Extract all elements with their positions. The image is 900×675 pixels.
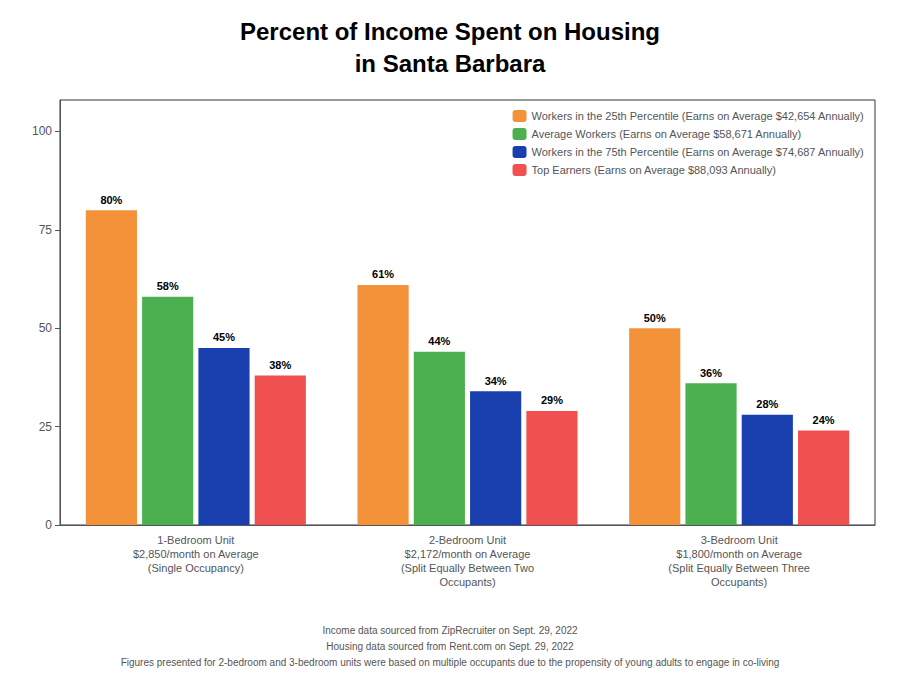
- svg-text:1-Bedroom Unit: 1-Bedroom Unit: [157, 534, 234, 546]
- svg-text:38%: 38%: [269, 359, 291, 371]
- svg-text:61%: 61%: [372, 268, 394, 280]
- svg-text:3-Bedroom Unit: 3-Bedroom Unit: [701, 534, 778, 546]
- svg-text:$2,172/month on Average: $2,172/month on Average: [405, 548, 531, 560]
- svg-text:80%: 80%: [100, 194, 122, 206]
- svg-text:Figures presented for 2-bedroo: Figures presented for 2-bedroom and 3-be…: [121, 657, 780, 668]
- svg-text:(Split Equally Between Three: (Split Equally Between Three: [668, 562, 810, 574]
- svg-text:$2,850/month on Average: $2,850/month on Average: [133, 548, 259, 560]
- svg-text:0: 0: [45, 518, 52, 532]
- svg-text:Top Earners (Earns on Average: Top Earners (Earns on Average $88,093 An…: [532, 164, 776, 176]
- svg-text:Workers in the 25th Percentile: Workers in the 25th Percentile (Earns on…: [532, 110, 864, 122]
- svg-text:100: 100: [32, 124, 52, 138]
- svg-text:(Single Occupancy): (Single Occupancy): [148, 562, 244, 574]
- svg-text:50%: 50%: [644, 312, 666, 324]
- svg-text:Occupants): Occupants): [711, 576, 767, 588]
- svg-text:75: 75: [39, 223, 53, 237]
- svg-text:(Split Equally Between Two: (Split Equally Between Two: [401, 562, 534, 574]
- svg-text:in Santa Barbara: in Santa Barbara: [355, 50, 546, 77]
- svg-text:$1,800/month on Average: $1,800/month on Average: [676, 548, 802, 560]
- svg-text:29%: 29%: [541, 394, 563, 406]
- svg-text:58%: 58%: [157, 280, 179, 292]
- svg-text:2-Bedroom Unit: 2-Bedroom Unit: [429, 534, 506, 546]
- svg-text:Housing data sourced from Rent: Housing data sourced from Rent.com on Se…: [326, 641, 574, 652]
- svg-text:Average Workers (Earns on Aver: Average Workers (Earns on Average $58,67…: [532, 128, 802, 140]
- svg-text:Workers in the 75th Percentile: Workers in the 75th Percentile (Earns on…: [532, 146, 864, 158]
- svg-text:24%: 24%: [813, 414, 835, 426]
- svg-text:25: 25: [39, 420, 53, 434]
- svg-text:50: 50: [39, 321, 53, 335]
- svg-text:28%: 28%: [756, 398, 778, 410]
- svg-text:44%: 44%: [428, 335, 450, 347]
- svg-text:Income data sourced from ZipRe: Income data sourced from ZipRecruiter on…: [322, 625, 578, 636]
- svg-text:36%: 36%: [700, 367, 722, 379]
- svg-text:34%: 34%: [485, 375, 507, 387]
- svg-text:Occupants): Occupants): [439, 576, 495, 588]
- svg-text:Percent of Income Spent on Hou: Percent of Income Spent on Housing: [240, 18, 660, 45]
- svg-text:45%: 45%: [213, 331, 235, 343]
